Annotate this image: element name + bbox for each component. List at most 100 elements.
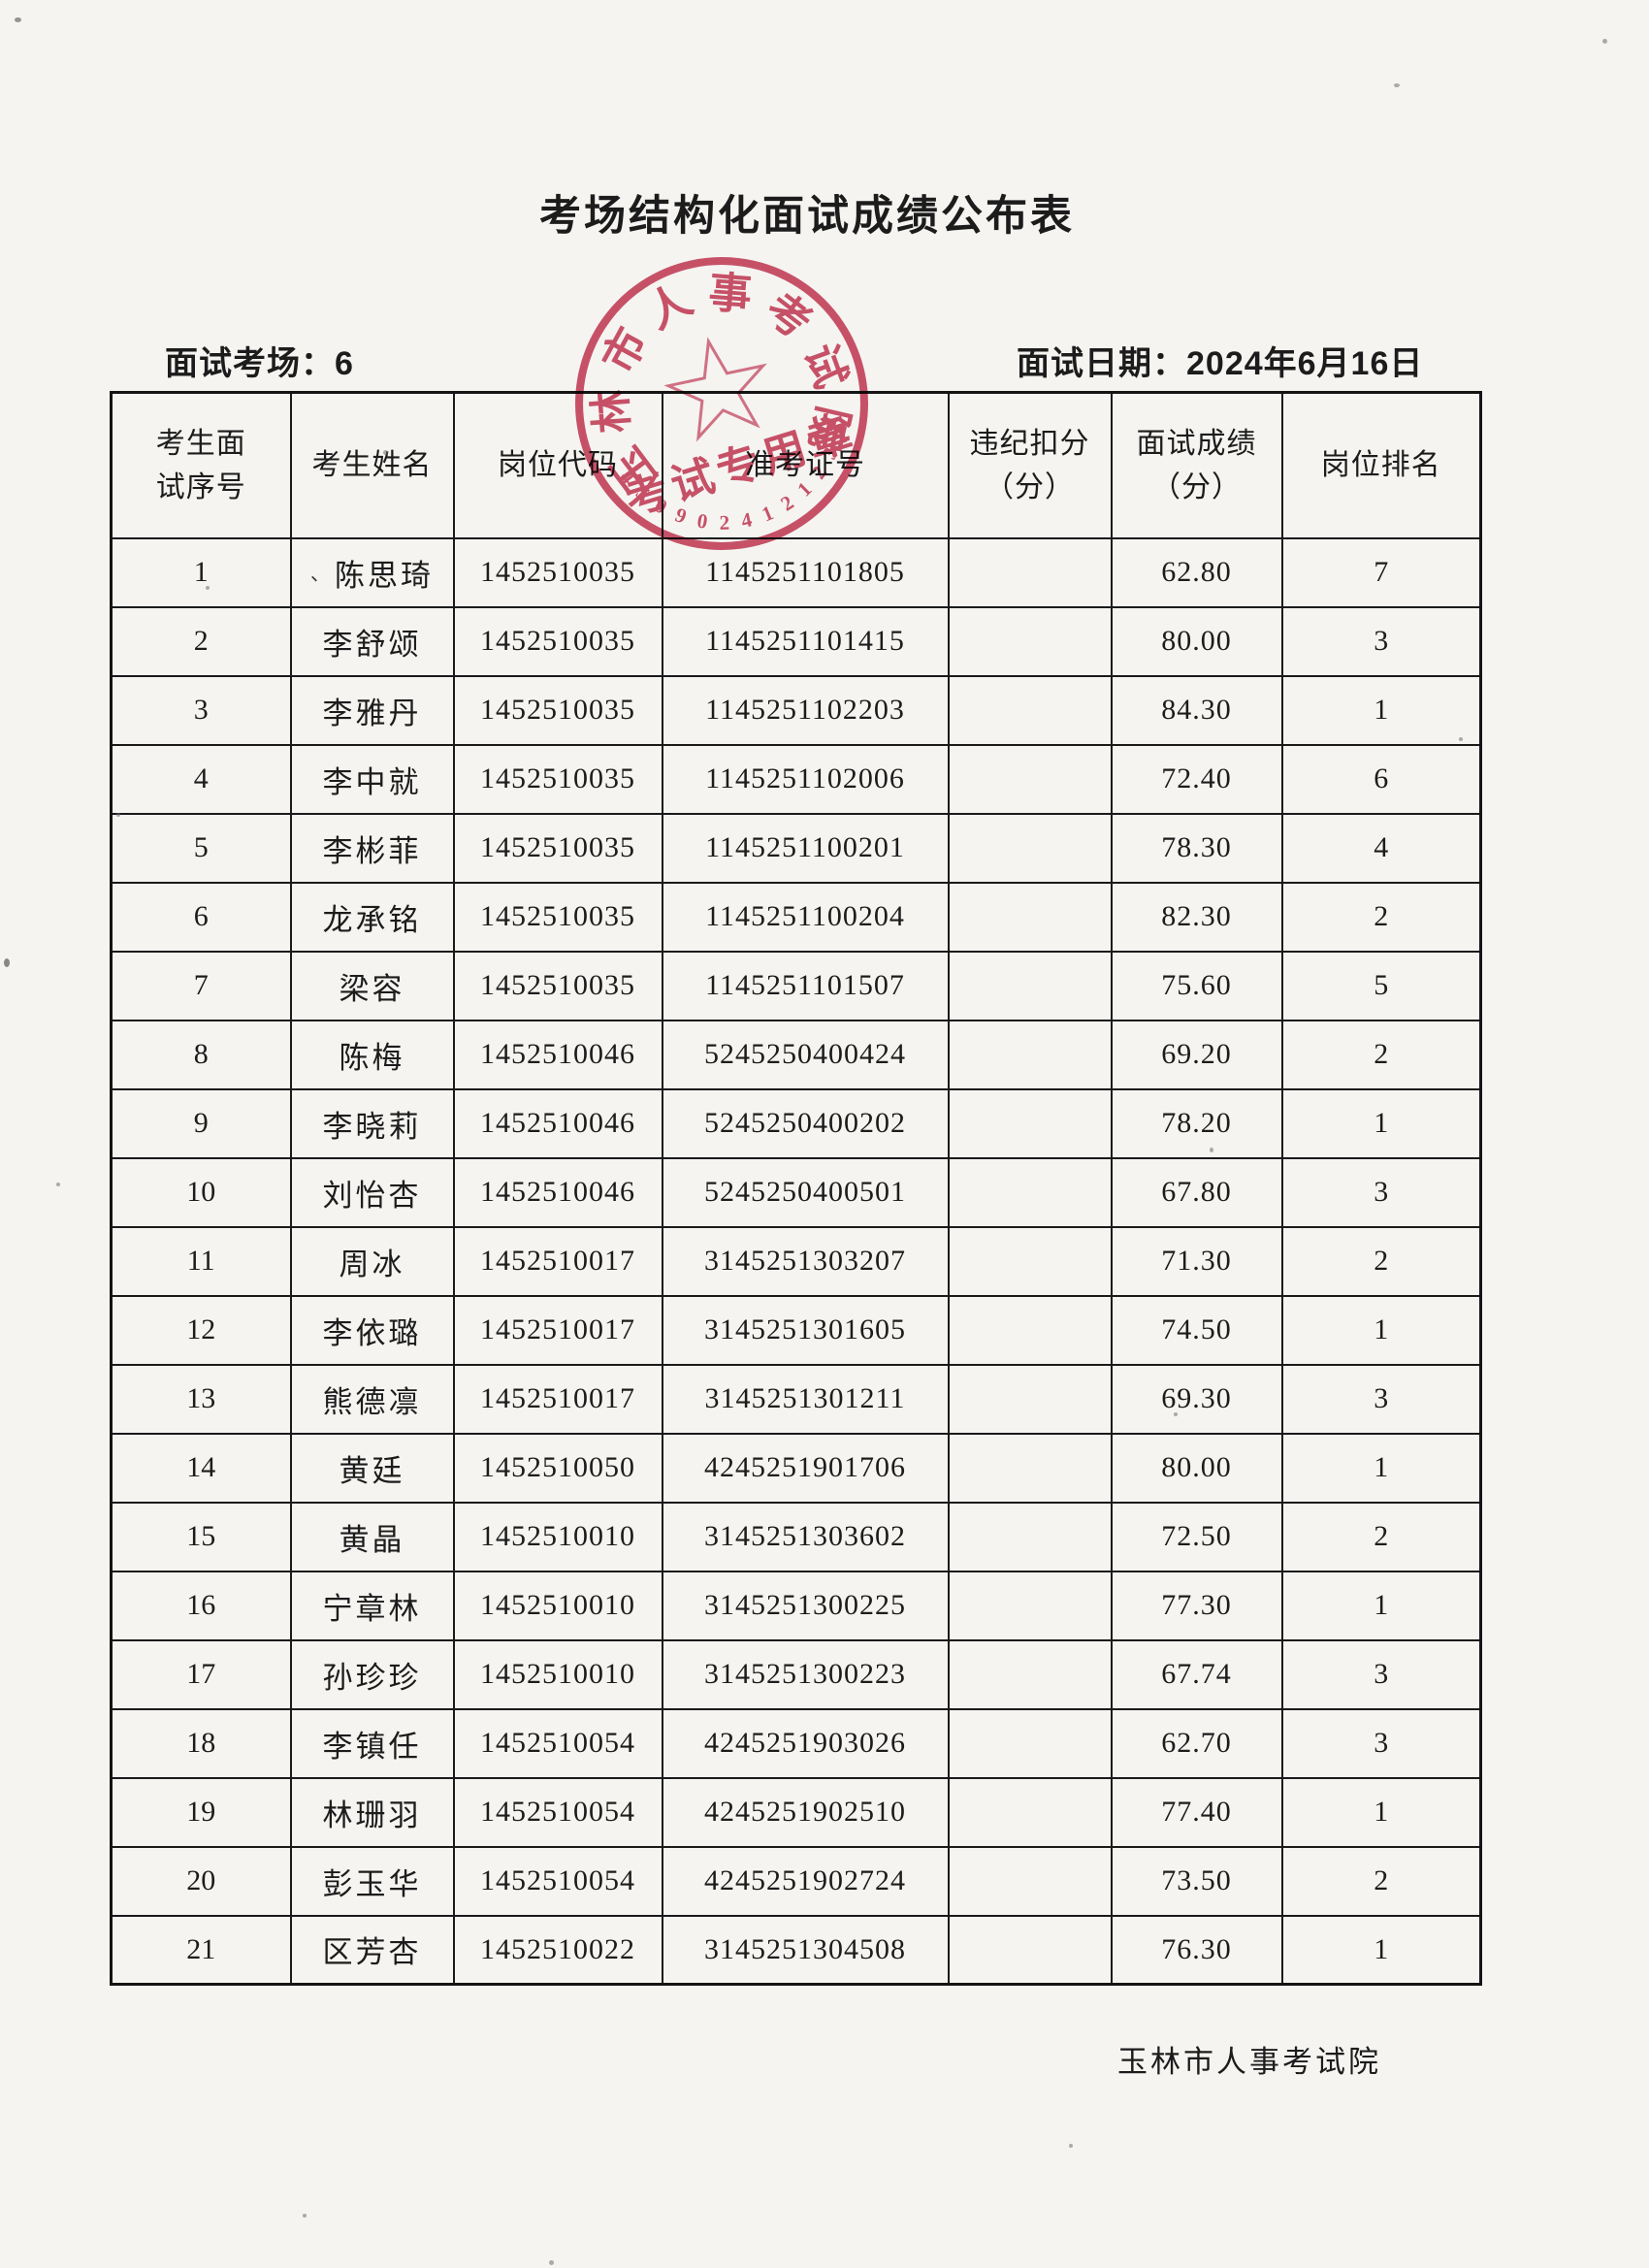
row-interview-score: 71.30 (1110, 1225, 1283, 1297)
row-seq: 17 (110, 1638, 292, 1710)
row-ticket-number: 1145251101507 (661, 950, 950, 1021)
row-seq: 8 (110, 1019, 292, 1090)
row-deduction (947, 536, 1113, 608)
row-interview-score: 72.40 (1110, 743, 1283, 815)
row-interview-score: 72.50 (1110, 1501, 1283, 1572)
row-candidate-name: 宁章林 (289, 1570, 455, 1641)
row-deduction (947, 1776, 1113, 1848)
row-interview-score: 80.00 (1110, 605, 1283, 677)
row-deduction (947, 1019, 1113, 1090)
row-deduction (947, 950, 1113, 1021)
row-candidate-name: 黄廷 (289, 1432, 455, 1504)
table-row: 16 宁章林 1452510010 3145251300225 77.30 1 (110, 1570, 1482, 1641)
row-ticket-number: 5245250400202 (661, 1087, 950, 1159)
row-candidate-name: 李彬菲 (289, 812, 455, 884)
page-title: 考场结构化面试成绩公布表 (539, 193, 1075, 240)
row-candidate-name: 李镇任 (289, 1707, 455, 1779)
row-seq: 16 (110, 1570, 292, 1641)
row-seq: 20 (110, 1845, 292, 1917)
row-position-code: 1452510010 (452, 1570, 663, 1641)
row-deduction (947, 1294, 1113, 1366)
row-seq: 13 (110, 1363, 292, 1435)
table-row: 2 李舒颂 1452510035 1145251101415 80.00 3 (110, 605, 1482, 677)
row-seq: 1 (110, 536, 292, 608)
row-ticket-number: 4245251902724 (661, 1845, 950, 1917)
row-seq: 12 (110, 1294, 292, 1366)
row-ticket-number: 3145251303207 (661, 1225, 950, 1297)
row-candidate-name: 李中就 (289, 743, 455, 815)
row-seq: 15 (110, 1501, 292, 1572)
row-interview-score: 62.80 (1110, 536, 1283, 608)
row-position-code: 1452510035 (452, 743, 663, 815)
row-ticket-number: 1145251102203 (661, 674, 950, 746)
row-deduction (947, 674, 1113, 746)
row-position-rank: 2 (1280, 881, 1482, 953)
row-position-code: 1452510054 (452, 1776, 663, 1848)
row-candidate-name: 林珊羽 (289, 1776, 455, 1848)
row-position-rank: 2 (1280, 1019, 1482, 1090)
score-table: 考生面试序号 考生姓名 岗位代码 准考证号 违纪扣分（分） 面试成绩（分） 岗位排名 1 、陈… (110, 391, 1482, 1986)
row-position-rank: 1 (1280, 1570, 1482, 1641)
row-position-code: 1452510050 (452, 1432, 663, 1504)
row-ticket-number: 5245250400424 (661, 1019, 950, 1090)
row-ticket-number: 3145251301211 (661, 1363, 950, 1435)
interview-room: 面试考场：6 (165, 337, 354, 384)
score-table-body: 1 、陈思琦 1452510035 1145251101805 62.80 7 2 李舒颂 14… (110, 536, 1482, 1986)
row-candidate-name: 、陈思琦 (289, 536, 455, 608)
row-deduction (947, 1087, 1113, 1159)
row-position-code: 1452510046 (452, 1087, 663, 1159)
table-row: 5 李彬菲 1452510035 1145251100201 78.30 4 (110, 812, 1482, 884)
table-row: 6 龙承铭 1452510035 1145251100204 82.30 2 (110, 881, 1482, 953)
row-interview-score: 77.30 (1110, 1570, 1283, 1641)
row-position-rank: 1 (1280, 674, 1482, 746)
stamp-group: 玉林市人事考试院 考试专用章 450 9 0 2 4 1 21236 (575, 257, 868, 550)
table-row: 17 孙珍珍 1452510010 3145251300223 67.74 3 (110, 1638, 1482, 1710)
row-interview-score: 78.30 (1110, 812, 1283, 884)
row-candidate-name: 梁容 (289, 950, 455, 1021)
row-candidate-name: 黄晶 (289, 1501, 455, 1572)
column-header: 考生姓名 (289, 391, 455, 539)
row-position-code: 1452510046 (452, 1019, 663, 1090)
candidate-name-text: 陈思琦 (335, 558, 434, 593)
row-interview-score: 77.40 (1110, 1776, 1283, 1848)
row-deduction (947, 1914, 1113, 1986)
row-seq: 18 (110, 1707, 292, 1779)
row-position-code: 1452510022 (452, 1914, 663, 1986)
row-position-rank: 3 (1280, 1363, 1482, 1435)
table-row: 9 李晓莉 1452510046 5245250400202 78.20 1 (110, 1087, 1482, 1159)
row-position-rank: 5 (1280, 950, 1482, 1021)
row-position-rank: 1 (1280, 1914, 1482, 1986)
interview-date-value: 2024年6月16日 (1186, 345, 1424, 382)
row-ticket-number: 1145251101415 (661, 605, 950, 677)
row-seq: 21 (110, 1914, 292, 1986)
row-seq: 2 (110, 605, 292, 677)
row-position-rank: 7 (1280, 536, 1482, 608)
row-position-code: 1452510017 (452, 1294, 663, 1366)
row-ticket-number: 5245250400501 (661, 1156, 950, 1228)
row-candidate-name: 刘怡杏 (289, 1156, 455, 1228)
row-seq: 9 (110, 1087, 292, 1159)
table-row: 8 陈梅 1452510046 5245250400424 69.20 2 (110, 1019, 1482, 1090)
row-position-code: 1452510035 (452, 950, 663, 1021)
row-position-rank: 2 (1280, 1845, 1482, 1917)
row-seq: 11 (110, 1225, 292, 1297)
row-position-code: 1452510035 (452, 812, 663, 884)
stamp-code-digit: 0 (695, 509, 709, 534)
row-position-rank: 1 (1280, 1776, 1482, 1848)
issuing-organization: 玉林市人事考试院 (1117, 2045, 1381, 2079)
row-interview-score: 74.50 (1110, 1294, 1283, 1366)
interview-room-label: 面试考场： (165, 345, 335, 382)
row-ticket-number: 4245251902510 (661, 1776, 950, 1848)
row-interview-score: 76.30 (1110, 1914, 1283, 1986)
table-row: 4 李中就 1452510035 1145251102006 72.40 6 (110, 743, 1482, 815)
row-position-rank: 2 (1280, 1501, 1482, 1572)
row-position-rank: 3 (1280, 605, 1482, 677)
row-deduction (947, 1501, 1113, 1572)
stamp-code-digit: 2 (776, 491, 797, 516)
row-ticket-number: 3145251300223 (661, 1638, 950, 1710)
row-seq: 19 (110, 1776, 292, 1848)
interview-room-value: 6 (335, 345, 354, 382)
row-seq: 6 (110, 881, 292, 953)
column-header-label: 面试成绩（分） (1136, 427, 1257, 503)
row-position-code: 1452510010 (452, 1638, 663, 1710)
